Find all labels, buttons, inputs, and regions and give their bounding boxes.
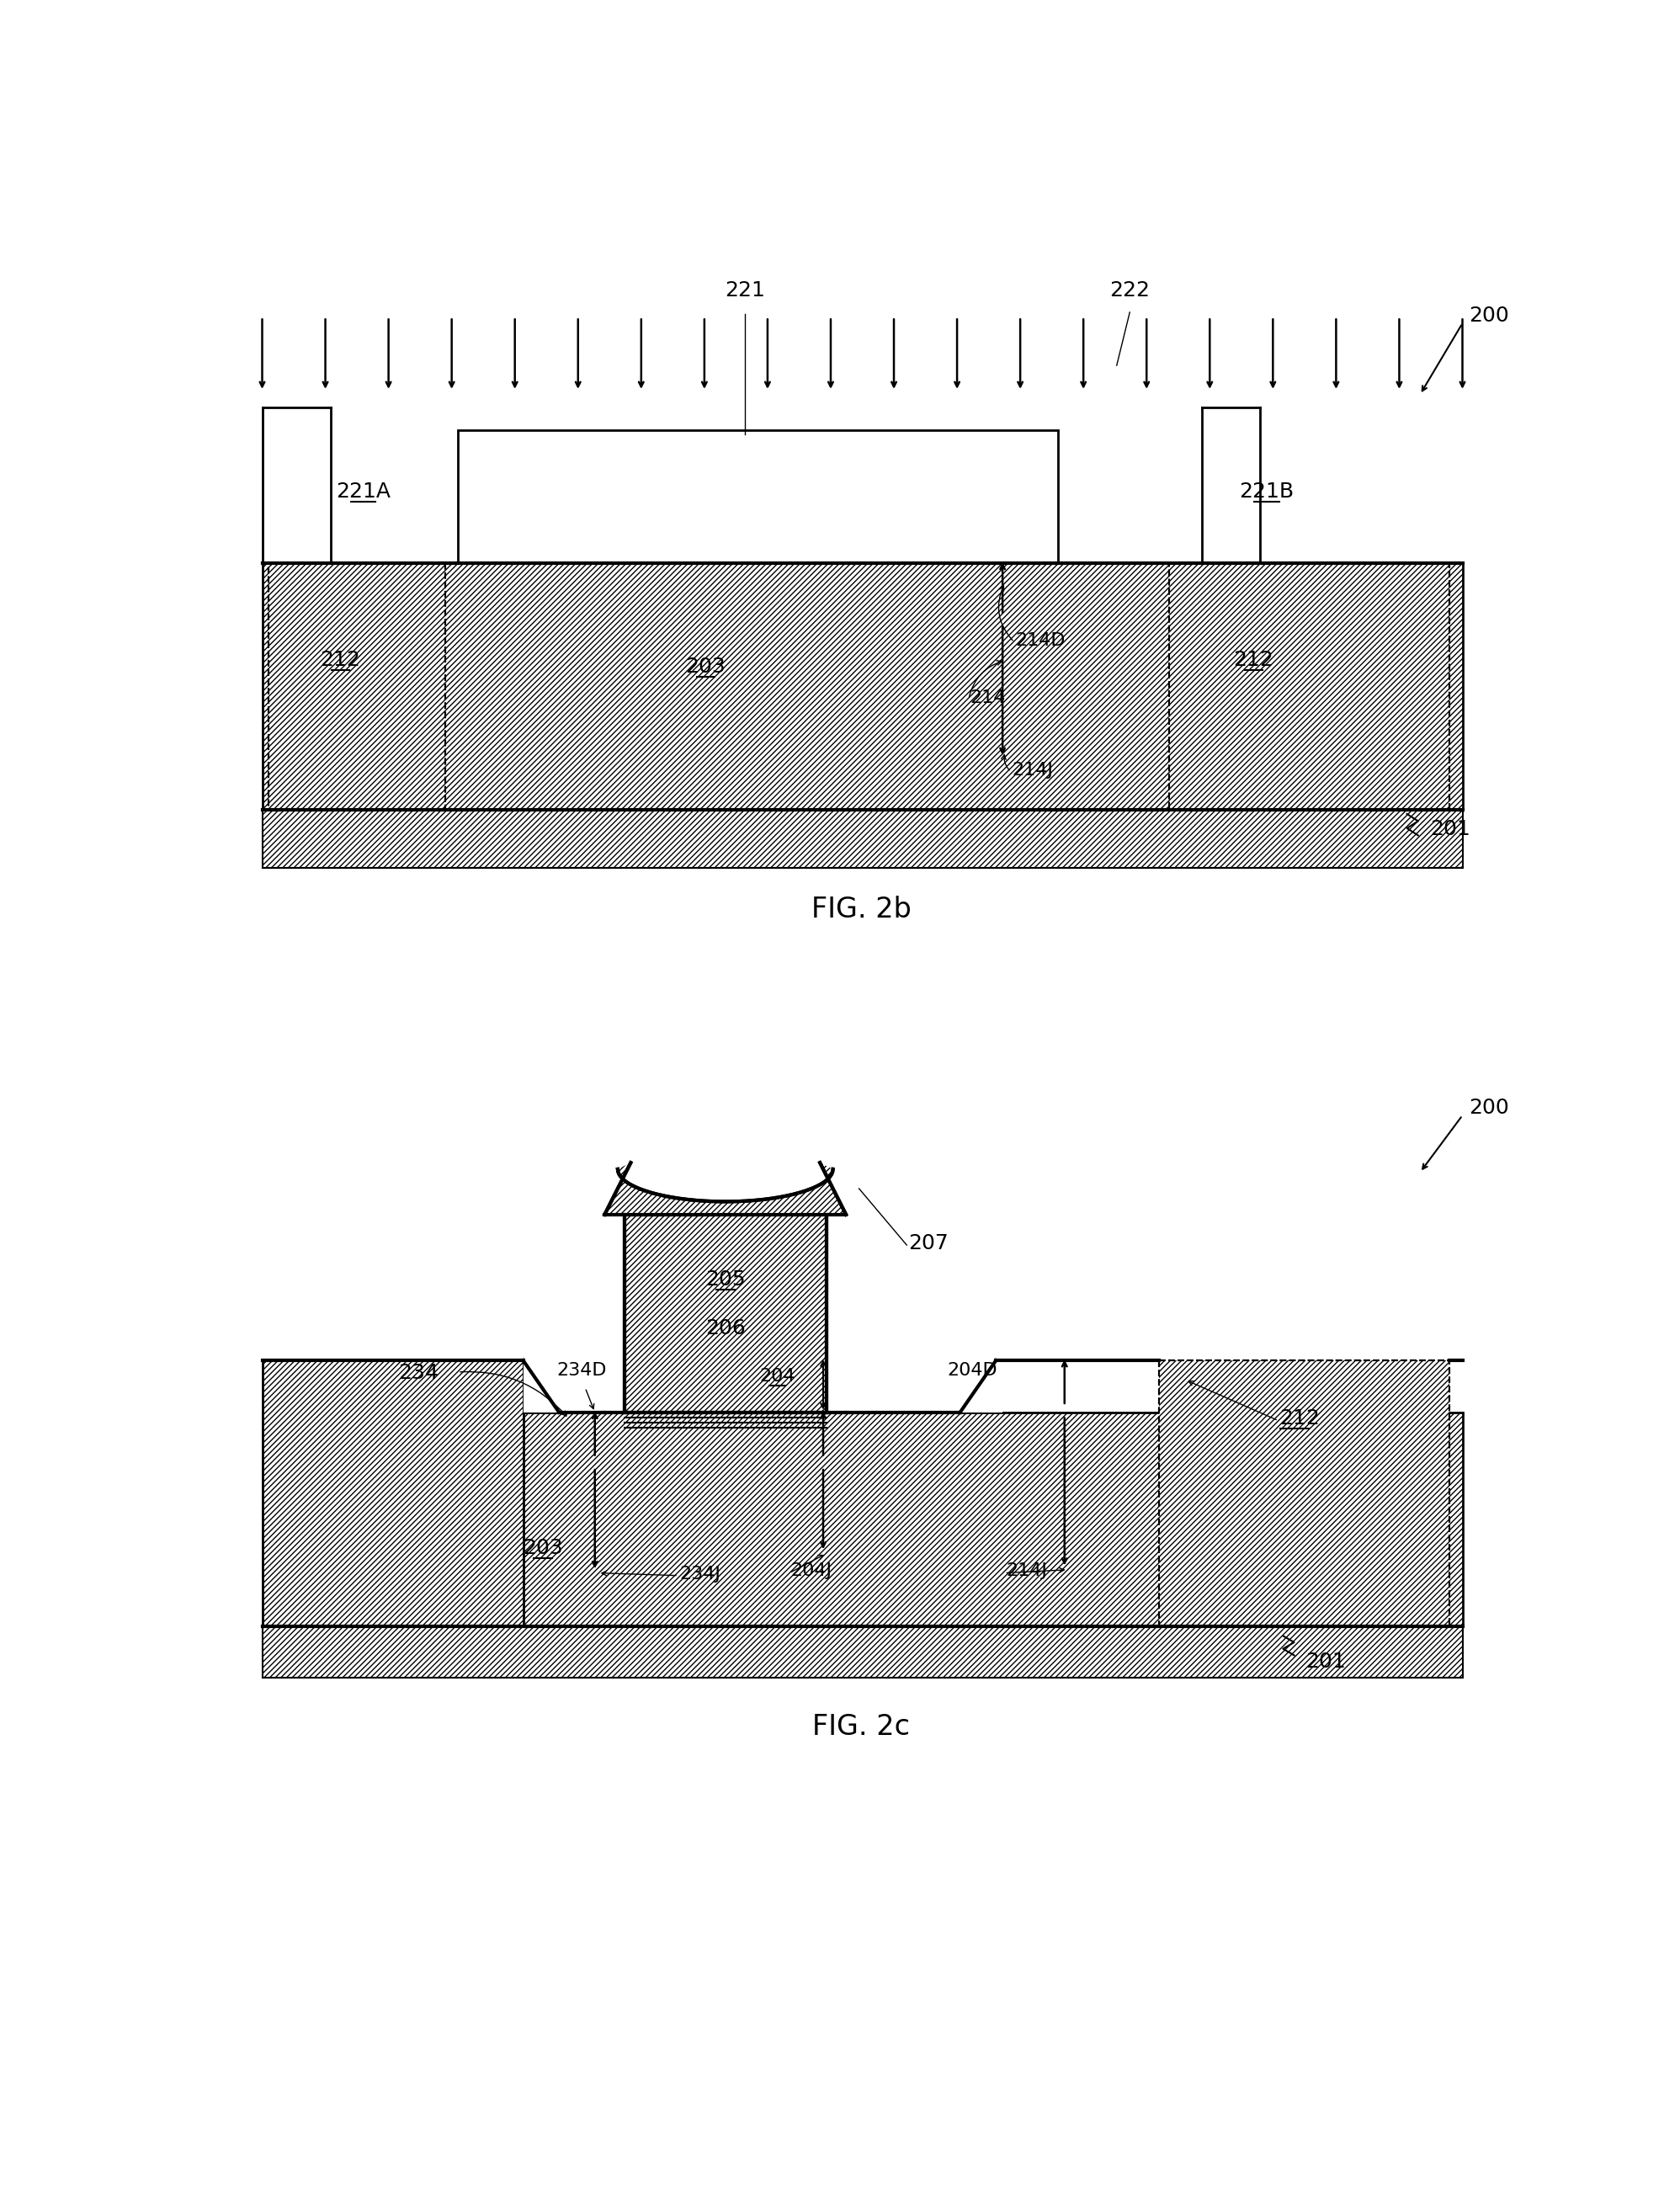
Bar [1169, 563, 1450, 810]
Bar [269, 563, 445, 810]
Text: 201: 201 [1305, 1652, 1346, 1671]
Text: 234D: 234D [556, 1362, 606, 1378]
Text: 212: 212 [321, 649, 361, 671]
Bar [585, 1075, 865, 1413]
Text: 203: 203 [522, 1539, 563, 1559]
Bar [625, 1214, 827, 1413]
Bar [1169, 563, 1450, 810]
Text: FIG. 2c: FIG. 2c [811, 1713, 911, 1740]
Text: 204J: 204J [791, 1563, 832, 1579]
Bar [262, 1075, 522, 1360]
Bar [269, 563, 445, 810]
Bar [1159, 1360, 1450, 1625]
Text: 200: 200 [1468, 305, 1509, 325]
Text: 221: 221 [724, 280, 764, 300]
Text: 214J: 214J [1006, 1563, 1047, 1579]
Text: 212: 212 [1233, 649, 1273, 671]
Bar [262, 1413, 1462, 1625]
Text: 221B: 221B [1240, 481, 1294, 501]
Text: 203: 203 [685, 656, 726, 678]
Text: 200: 200 [1468, 1097, 1509, 1117]
Bar [522, 1075, 1003, 1413]
Bar [262, 1360, 522, 1625]
Text: 207: 207 [907, 1234, 948, 1254]
Text: 205: 205 [706, 1270, 746, 1289]
Text: 234J: 234J [680, 1565, 721, 1583]
Text: 214D: 214D [1016, 631, 1065, 649]
Bar [262, 1625, 1462, 1678]
Text: 221A: 221A [336, 481, 391, 501]
Text: 204D: 204D [948, 1362, 998, 1378]
Text: 222: 222 [1109, 280, 1149, 300]
Polygon shape [605, 1164, 847, 1214]
Bar [262, 810, 1462, 868]
Text: FIG. 2b: FIG. 2b [811, 896, 911, 923]
Bar [459, 431, 1058, 563]
Bar [1159, 1360, 1450, 1625]
Text: 234: 234 [398, 1362, 438, 1384]
Bar [262, 563, 1462, 810]
Text: 206: 206 [706, 1318, 746, 1338]
Text: 204: 204 [759, 1369, 795, 1384]
Text: 214: 214 [969, 689, 1006, 707]
Text: 214J: 214J [1013, 762, 1053, 779]
Bar [1003, 1075, 1159, 1360]
Text: 201: 201 [1430, 819, 1470, 839]
Text: 212: 212 [1280, 1409, 1320, 1429]
